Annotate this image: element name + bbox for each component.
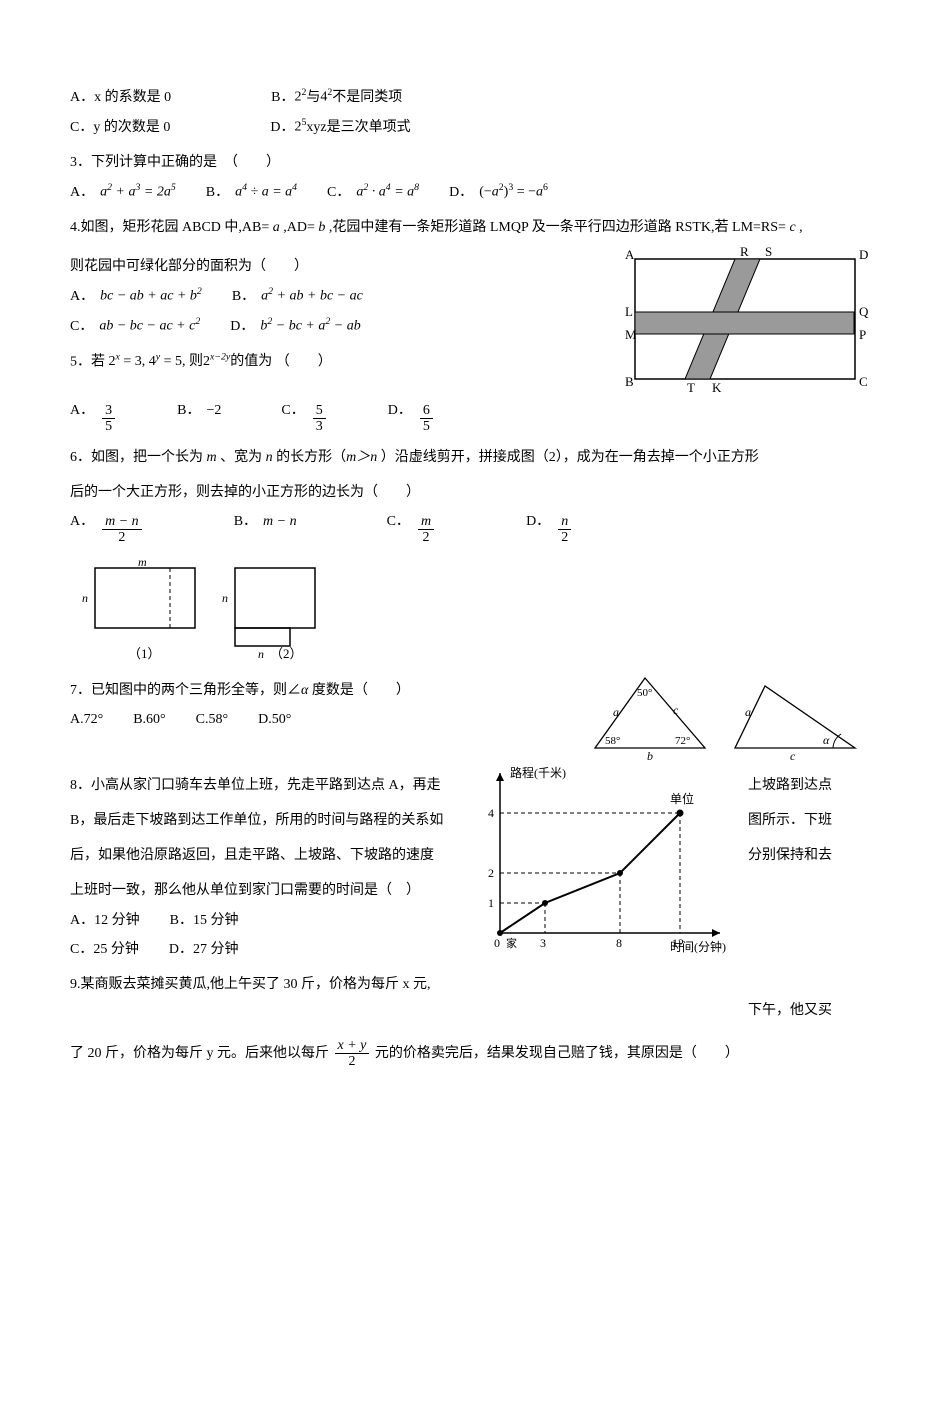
svg-text:Q: Q bbox=[859, 304, 869, 319]
svg-text:R: R bbox=[740, 244, 749, 259]
q8-l1-pre: 8．小高从家门口骑车去单位上班，先走平路到达点 A，再走 bbox=[70, 773, 460, 798]
q7-opt-b: B.60° bbox=[133, 707, 165, 732]
svg-text:M: M bbox=[625, 327, 637, 342]
q8-opt-b: B．15 分钟 bbox=[170, 908, 239, 933]
q8-l4: 上班时一致，那么他从单位到家门口需要的时间是（ ） bbox=[70, 878, 460, 903]
svg-text:a: a bbox=[613, 705, 619, 719]
q6-figure: m n （1） n n （2） bbox=[70, 558, 875, 668]
svg-text:T: T bbox=[687, 380, 695, 394]
svg-text:c: c bbox=[790, 749, 796, 763]
svg-text:P: P bbox=[859, 327, 866, 342]
svg-text:S: S bbox=[765, 244, 772, 259]
svg-text:n: n bbox=[82, 591, 88, 605]
svg-text:n: n bbox=[222, 591, 228, 605]
q8-l2-post: 图所示．下班 bbox=[748, 808, 875, 833]
q7-stem: 7．已知图中的两个三角形全等，则∠α 度数是（ ） bbox=[70, 678, 575, 703]
q8-l3-pre: 后，如果他沿原路返回，且走平路、上坡路、下坡路的速度 bbox=[70, 843, 460, 868]
q4-opt-b: B．a2 + ab + bc − ac bbox=[232, 283, 363, 309]
q8-l2-pre: B，最后走下坡路到达工作单位，所用的时间与路程的关系如 bbox=[70, 808, 460, 833]
q5-opt-d: D． 65 bbox=[388, 398, 435, 435]
q4-figure: A R S D L Q M P B T K C bbox=[615, 244, 875, 394]
svg-text:c: c bbox=[673, 703, 679, 717]
svg-text:C: C bbox=[859, 374, 868, 389]
q2-opt-d: D．25xyz是三次单项式 bbox=[270, 114, 410, 140]
q2-opt-a: A．x 的系数是 0 bbox=[70, 85, 171, 110]
q3-opt-b: B．a4 ÷ a = a4 bbox=[206, 179, 297, 205]
q5-opt-c: C． 53 bbox=[281, 398, 327, 435]
q8-l3-post: 分别保持和去 bbox=[748, 843, 875, 868]
q6-stem-line2: 后的一个大正方形，则去掉的小正方形的边长为（ ） bbox=[70, 480, 875, 505]
q8-opts-row2: C．25 分钟 D．27 分钟 bbox=[70, 937, 460, 962]
q3-opt-a: A．a2 + a3 = 2a5 bbox=[70, 179, 176, 205]
q2-row2: C．y 的次数是 0 D．25xyz是三次单项式 bbox=[70, 114, 875, 140]
svg-text:72°: 72° bbox=[675, 735, 690, 747]
q7-options: A.72° B.60° C.58° D.50° bbox=[70, 707, 575, 732]
svg-text:4: 4 bbox=[488, 806, 494, 820]
svg-text:家: 家 bbox=[506, 936, 517, 950]
q7-opt-a: A.72° bbox=[70, 707, 103, 732]
q8-figure: 路程(千米) 时间(分钟) 1 2 4 0 家 3 8 12 单位 bbox=[460, 763, 740, 963]
q6-stem-line1: 6．如图，把一个长为 m 、宽为 n 的长方形（m＞n ）沿虚线剪开，拼接成图（… bbox=[70, 445, 875, 470]
q9-l1-post: 下午，他又买 bbox=[748, 998, 875, 1023]
q9-l2: 了 20 斤，价格为每斤 y 元。后来他以每斤 x + y2 元的价格卖完后，结… bbox=[70, 1038, 875, 1070]
q3-opt-d: D．(−a2)3 = −a6 bbox=[449, 179, 548, 205]
q5-options: A． 35 B．−2 C． 53 D． 65 bbox=[70, 398, 875, 435]
svg-text:50°: 50° bbox=[637, 687, 652, 699]
svg-text:1: 1 bbox=[488, 896, 494, 910]
q4-opts-row2: C．ab − bc − ac + c2 D．b2 − bc + a2 − ab bbox=[70, 313, 615, 339]
q7-opt-c: C.58° bbox=[196, 707, 228, 732]
svg-text:A: A bbox=[625, 247, 635, 262]
svg-text:α: α bbox=[823, 733, 830, 747]
q4-opts-row1: A．bc − ab + ac + b2 B．a2 + ab + bc − ac bbox=[70, 283, 615, 309]
q4-opt-d: D．b2 − bc + a2 − ab bbox=[230, 313, 361, 339]
svg-text:L: L bbox=[625, 304, 633, 319]
q9-l1-pre: 9.某商贩去菜摊买黄瓜,他上午买了 30 斤，价格为每斤 x 元, bbox=[70, 972, 460, 997]
svg-text:D: D bbox=[859, 247, 868, 262]
q5-opt-b: B．−2 bbox=[177, 398, 221, 423]
q3-options: A．a2 + a3 = 2a5 B．a4 ÷ a = a4 C．a2 · a4 … bbox=[70, 179, 875, 205]
q7-opt-d: D.50° bbox=[258, 707, 291, 732]
q6-opt-b: B．m − n bbox=[234, 509, 297, 534]
q6-opt-c: C． m2 bbox=[387, 509, 436, 546]
q5-opt-a: A． 35 bbox=[70, 398, 117, 435]
svg-text:单位: 单位 bbox=[670, 791, 694, 806]
q2-row1: A．x 的系数是 0 B．22与42不是同类项 bbox=[70, 84, 875, 110]
q8-opt-c: C．25 分钟 bbox=[70, 937, 139, 962]
q2-opt-c: C．y 的次数是 0 bbox=[70, 115, 170, 140]
q6-options: A． m − n2 B．m − n C． m2 D． n2 bbox=[70, 509, 875, 546]
q8-l1-post: 上坡路到达点 bbox=[748, 773, 875, 798]
svg-text:a: a bbox=[745, 705, 751, 719]
q8-opt-d: D．27 分钟 bbox=[169, 937, 239, 962]
q8-opt-a: A．12 分钟 bbox=[70, 908, 140, 933]
svg-text:12: 12 bbox=[672, 936, 684, 950]
q6-opt-d: D． n2 bbox=[526, 509, 573, 546]
svg-text:8: 8 bbox=[616, 936, 622, 950]
svg-text:3: 3 bbox=[540, 936, 546, 950]
svg-text:（1）: （1） bbox=[128, 646, 161, 661]
q8-opts-row1: A．12 分钟 B．15 分钟 bbox=[70, 908, 460, 933]
svg-text:n: n bbox=[258, 647, 264, 661]
svg-text:K: K bbox=[712, 380, 722, 394]
svg-text:路程(千米): 路程(千米) bbox=[510, 765, 566, 780]
q4-opt-a: A．bc − ab + ac + b2 bbox=[70, 283, 202, 309]
q2-opt-b: B．22与42不是同类项 bbox=[271, 84, 402, 110]
svg-text:m: m bbox=[138, 558, 147, 569]
q7-figure: 50° 58° 72° a c b a c α bbox=[575, 668, 875, 763]
svg-text:58°: 58° bbox=[605, 735, 620, 747]
q5-stem: 5．若 2x = 3, 4y = 5, 则2x−2y的值为 （ ） bbox=[70, 349, 615, 375]
svg-text:b: b bbox=[647, 749, 653, 763]
q4-opt-c: C．ab − bc − ac + c2 bbox=[70, 313, 200, 339]
svg-text:0: 0 bbox=[494, 936, 500, 950]
q3-opt-c: C．a2 · a4 = a8 bbox=[327, 179, 419, 205]
q4-stem-line2: 则花园中可绿化部分的面积为（ ） bbox=[70, 254, 615, 279]
q3-stem: 3．下列计算中正确的是 （ ） bbox=[70, 150, 875, 175]
svg-text:B: B bbox=[625, 374, 634, 389]
q4-stem-line1: 4.如图，矩形花园 ABCD 中,AB= a ,AD= b ,花园中建有一条矩形… bbox=[70, 215, 875, 240]
svg-text:（2）: （2） bbox=[270, 646, 303, 661]
svg-text:2: 2 bbox=[488, 866, 494, 880]
q6-opt-a: A． m − n2 bbox=[70, 509, 144, 546]
